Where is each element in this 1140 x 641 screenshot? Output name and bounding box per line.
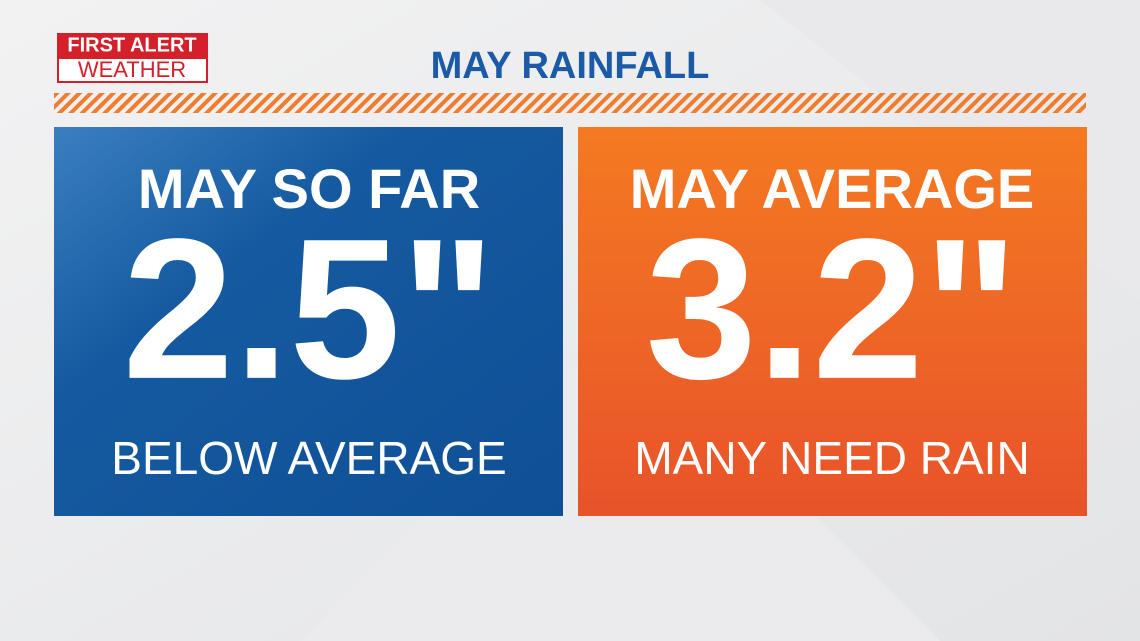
- panel-heading: MAY SO FAR: [138, 157, 480, 220]
- panel-heading: MAY AVERAGE: [630, 157, 1035, 220]
- title: MAY RAINFALL: [431, 45, 710, 87]
- panel-note: BELOW AVERAGE: [111, 432, 506, 484]
- panel-note: MANY NEED RAIN: [634, 432, 1029, 484]
- divider: [54, 93, 1086, 113]
- logo-bottom-bg: [57, 57, 208, 83]
- logo-top: FIRST ALERT: [67, 34, 196, 56]
- logo-top-bg: [57, 33, 208, 58]
- panel: [578, 127, 1087, 516]
- panel-value: 2.5": [123, 198, 496, 421]
- panel-value: 3.2": [646, 198, 1019, 421]
- logo: FIRST ALERT WEATHER: [57, 33, 208, 83]
- panel: [54, 127, 563, 516]
- logo-bottom: WEATHER: [78, 57, 186, 82]
